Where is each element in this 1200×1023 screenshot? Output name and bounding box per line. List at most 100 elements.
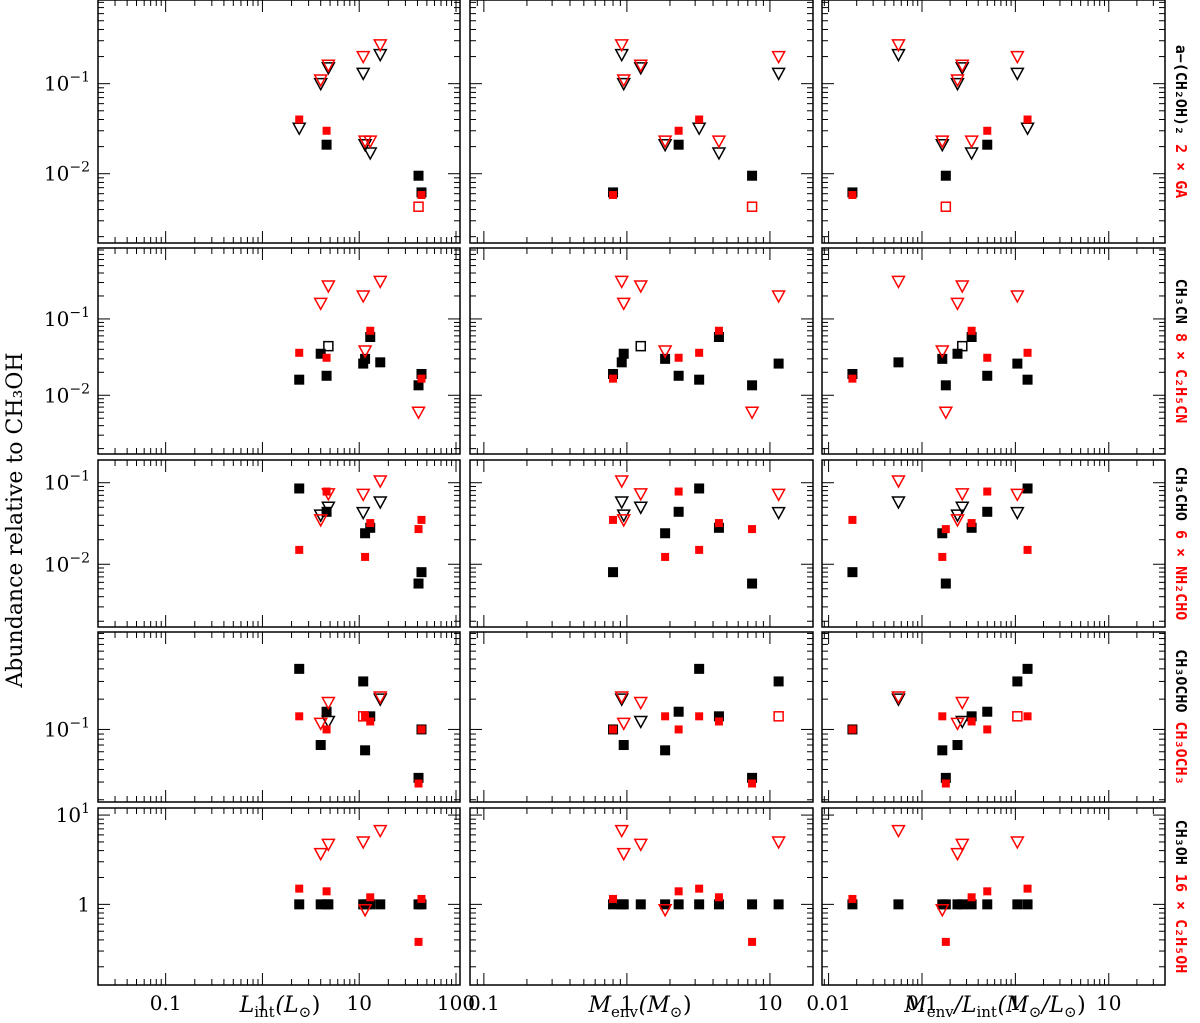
point-red-open-square <box>773 711 784 722</box>
point-red-upper-limit <box>313 297 328 311</box>
point-red-square <box>674 725 683 734</box>
point-red-upper-limit <box>321 59 336 73</box>
point-red-open-square <box>1012 711 1023 722</box>
point-red-square <box>848 374 857 383</box>
point-red-open-square <box>940 201 952 212</box>
point-red-square <box>609 894 618 903</box>
point-red-square <box>941 937 950 946</box>
point-black-square <box>413 578 424 589</box>
x-tick-label: 0.01 <box>806 991 851 1015</box>
point-red-upper-limit <box>950 74 965 88</box>
point-red-square <box>983 353 992 362</box>
point-red-upper-limit <box>891 824 906 839</box>
point-red-square <box>1023 884 1032 893</box>
point-red-square <box>695 712 704 721</box>
row-label: CH₃OH 16 × C₂H₅OH <box>1172 820 1190 974</box>
point-red-square <box>674 487 683 496</box>
point-black-square <box>365 522 376 533</box>
point-black-square <box>966 331 977 342</box>
point-black-square <box>694 663 705 674</box>
panel-r1-c1 <box>469 247 814 455</box>
point-black-square <box>982 139 993 150</box>
point-black-square <box>416 567 427 578</box>
point-red-square <box>674 887 683 896</box>
point-red-upper-limit <box>372 475 388 489</box>
point-black-square <box>952 348 963 359</box>
point-black-square <box>773 676 784 687</box>
point-red-upper-limit <box>744 406 760 420</box>
point-black-square <box>660 745 671 756</box>
point-black-square <box>694 374 705 385</box>
point-black-square <box>608 567 619 578</box>
x-tick-label: 1 <box>256 991 269 1015</box>
point-red-square <box>295 712 304 721</box>
panel-frame <box>469 247 814 455</box>
point-red-upper-limit <box>321 488 336 502</box>
point-black-square <box>413 772 424 783</box>
point-red-upper-limit <box>355 836 371 850</box>
x-axis-titles: Lint (L⊙ ) Menv (M⊙ ) Menv /Lint (M⊙ /L⊙ ) <box>239 993 1086 1021</box>
point-black-upper-limit <box>633 62 649 76</box>
row-label-red: 6 × NH₂CHO <box>1172 530 1190 620</box>
y-tick-label: 10−1 <box>44 715 90 741</box>
panel-frame <box>97 459 461 628</box>
x-tick-label: 10 <box>1096 991 1121 1015</box>
point-red-upper-limit <box>964 135 979 149</box>
point-black-square <box>747 170 758 181</box>
point-black-upper-limit <box>291 122 307 136</box>
point-red-square <box>983 487 992 496</box>
point-red-square <box>609 374 618 383</box>
point-red-upper-limit <box>614 39 629 53</box>
panel-frame <box>821 459 1166 628</box>
point-red-square <box>295 545 304 554</box>
point-red-upper-limit <box>950 847 965 862</box>
point-red-upper-limit <box>891 39 906 53</box>
point-black-square <box>966 522 977 533</box>
x-tick-label: 100 <box>437 991 475 1015</box>
y-tick-label: 10−1 <box>44 70 90 96</box>
point-black-square <box>747 772 758 783</box>
point-red-square <box>714 893 723 902</box>
point-black-square <box>773 899 784 910</box>
point-red-square <box>366 326 375 335</box>
point-black-upper-limit <box>935 138 950 153</box>
panel-frame <box>97 0 461 244</box>
point-red-upper-limit <box>955 280 970 294</box>
point-black-square <box>616 357 627 368</box>
row-labels: a−(CH₂OH)₂ 2 × GA CH₃CN 8 × C₂H₅CN CH₃CHO … <box>1172 45 1190 974</box>
point-black-open-square <box>635 340 647 352</box>
row-label-red: 16 × C₂H₅OH <box>1172 874 1190 973</box>
x-tick-label: 10 <box>757 991 782 1015</box>
point-red-square <box>695 884 704 893</box>
panel-frame <box>469 0 814 244</box>
point-red-upper-limit <box>633 696 649 711</box>
point-black-open-square <box>323 340 334 352</box>
point-black-square <box>618 740 629 751</box>
row-label: CH₃CHO 6 × NH₂CHO <box>1172 467 1190 621</box>
point-black-open-square <box>957 340 968 352</box>
panel-r0-c0: 10−1 10−2 <box>44 0 461 244</box>
point-black-upper-limit <box>614 693 629 707</box>
point-red-square <box>414 779 423 788</box>
point-black-upper-limit <box>891 693 906 707</box>
point-black-square <box>315 899 326 910</box>
point-black-square <box>847 567 858 578</box>
point-black-square <box>713 899 724 910</box>
point-black-upper-limit <box>1010 67 1025 81</box>
panel-frame <box>821 247 1166 455</box>
point-red-upper-limit <box>355 290 371 304</box>
point-red-square <box>295 884 304 893</box>
panel-frame <box>469 459 814 628</box>
point-red-square <box>1023 348 1032 357</box>
point-red-square <box>967 893 976 902</box>
point-black-square <box>982 506 993 517</box>
point-black-upper-limit <box>633 715 649 730</box>
row-label-red: CH₃OCH₃ <box>1172 722 1190 785</box>
row-label-black: CH₃CN <box>1172 279 1190 324</box>
point-red-square <box>361 712 370 721</box>
point-red-upper-limit <box>955 488 970 502</box>
point-black-square <box>375 899 386 910</box>
point-red-square <box>322 725 331 734</box>
point-black-square <box>1012 899 1023 910</box>
point-red-upper-limit <box>614 824 629 839</box>
